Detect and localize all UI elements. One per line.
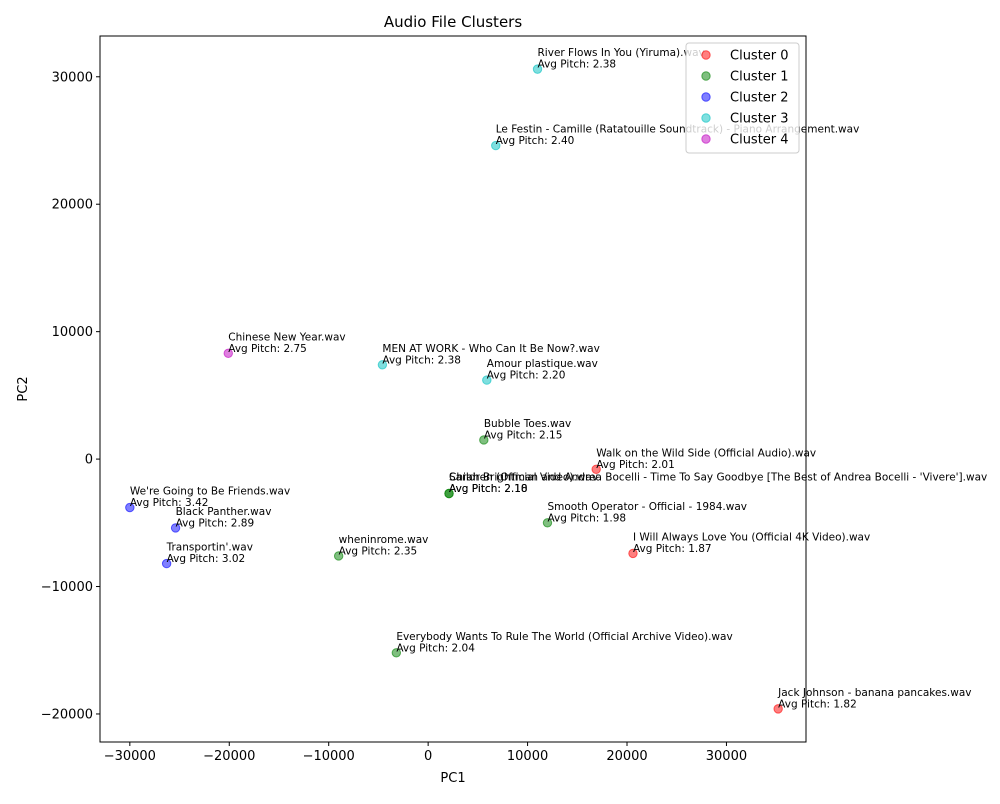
point-pitch-label: Avg Pitch: 2.38: [382, 354, 461, 366]
point-name-label: Transportin'.wav: [166, 542, 253, 554]
data-point: [591, 464, 601, 474]
legend: Cluster 0 Cluster 1 Cluster 2 Cluster 3 Clus…: [685, 42, 800, 154]
data-point: [125, 502, 135, 513]
legend-marker: [701, 113, 711, 123]
data-point: [479, 435, 489, 445]
point-pitch-label: Avg Pitch: 2.89: [176, 517, 255, 529]
legend-marker: [701, 92, 711, 102]
y-tick-label: −20000: [41, 707, 93, 722]
point-labels: Walk on the Wild Side (Official Audio).w…: [130, 47, 987, 710]
chart-title: Audio File Clusters: [384, 13, 523, 31]
point-pitch-label: Avg Pitch: 1.82: [778, 698, 857, 710]
x-tick-label: 20000: [606, 749, 647, 764]
point-name-label: MEN AT WORK - Who Can It Be Now?.wav: [382, 343, 599, 355]
point-name-label: Le Festin - Camille (Ratatouille Soundtr…: [496, 124, 860, 136]
point-pitch-label: Avg Pitch: 2.15: [484, 429, 563, 441]
point-name-label: Amour plastique.wav: [487, 358, 598, 370]
point-name-label: Bubble Toes.wav: [484, 418, 571, 430]
y-tick-label: −10000: [41, 580, 93, 595]
legend-marker: [701, 71, 711, 81]
point-name-label: Chinese New Year.wav: [228, 331, 345, 343]
point-name-label: Jack Johnson - banana pancakes.wav: [777, 687, 971, 699]
point-name-label: Walk on the Wild Side (Official Audio).w…: [596, 447, 816, 459]
data-point: [333, 551, 344, 561]
plot-frame: [99, 35, 807, 743]
point-pitch-label: Avg Pitch: 2.04: [396, 642, 475, 654]
data-point: [444, 488, 454, 499]
data-point: [532, 64, 543, 74]
point-pitch-label: Avg Pitch: 3.02: [167, 553, 246, 565]
y-tick-label: 10000: [52, 325, 93, 340]
x-tick-label: −20000: [203, 749, 255, 764]
point-name-label: We're Going to Be Friends.wav: [130, 486, 290, 498]
legend-entry-label: Cluster 3: [730, 112, 789, 127]
point-pitch-label: Avg Pitch: 2.18: [449, 483, 528, 495]
point-pitch-label: Avg Pitch: 2.20: [487, 370, 566, 382]
data-point: [170, 523, 181, 533]
legend-entry-label: Cluster 1: [730, 70, 789, 85]
axis-ticks: −30000 −20000 −10000 0 10000 20000 30000 −20000…: [41, 70, 747, 764]
point-pitch-label: Avg Pitch: 2.01: [596, 459, 675, 471]
data-points: [125, 64, 783, 714]
data-point: [628, 548, 638, 559]
data-point: [542, 518, 553, 528]
y-axis-label: PC2: [16, 376, 31, 401]
y-tick-label: 30000: [52, 70, 93, 85]
point-name-label: Smooth Operator - Official - 1984.wav: [547, 501, 747, 513]
point-pitch-label: Avg Pitch: 2.38: [538, 59, 617, 71]
legend-entry-label: Cluster 0: [730, 49, 789, 64]
point-pitch-label: Avg Pitch: 2.40: [496, 135, 575, 147]
x-tick-label: 30000: [706, 749, 747, 764]
point-name-label: Everybody Wants To Rule The World (Offic…: [396, 631, 732, 643]
point-pitch-label: Avg Pitch: 2.10: [449, 483, 528, 495]
legend-entry-label: Cluster 2: [730, 91, 789, 106]
data-point: [223, 348, 233, 359]
legend-entry-label: Cluster 4: [730, 133, 789, 148]
point-pitch-label: Avg Pitch: 2.75: [228, 343, 307, 355]
legend-marker: [701, 134, 711, 144]
data-point: [377, 360, 388, 370]
point-name-label: Children (Official Video).wav: [449, 471, 598, 483]
point-pitch-label: Avg Pitch: 3.42: [130, 497, 209, 509]
point-name-label: wheninrome.wav: [339, 534, 429, 546]
data-point: [161, 558, 172, 569]
x-tick-label: 10000: [507, 749, 548, 764]
x-tick-label: −30000: [104, 749, 156, 764]
point-name-label: I Will Always Love You (Official 4K Vide…: [633, 531, 870, 543]
point-pitch-label: Avg Pitch: 1.98: [547, 512, 626, 524]
point-pitch-label: Avg Pitch: 2.35: [339, 545, 418, 557]
point-name-label: Sarah Brightman and Andrea Bocelli - Tim…: [449, 471, 987, 483]
y-tick-label: 0: [85, 453, 93, 468]
y-tick-label: 20000: [52, 198, 93, 213]
data-point: [482, 375, 492, 385]
x-tick-label: 0: [424, 749, 432, 764]
legend-marker: [701, 50, 711, 60]
x-axis-label: PC1: [440, 771, 465, 786]
point-name-label: River Flows In You (Yiruma).wav: [538, 47, 705, 59]
data-point: [773, 704, 783, 714]
x-tick-label: −10000: [303, 749, 355, 764]
data-point: [391, 648, 402, 658]
point-pitch-label: Avg Pitch: 1.87: [633, 543, 712, 555]
point-name-label: Black Panther.wav: [176, 506, 272, 518]
legend-box: [685, 42, 800, 154]
data-point: [491, 140, 501, 151]
